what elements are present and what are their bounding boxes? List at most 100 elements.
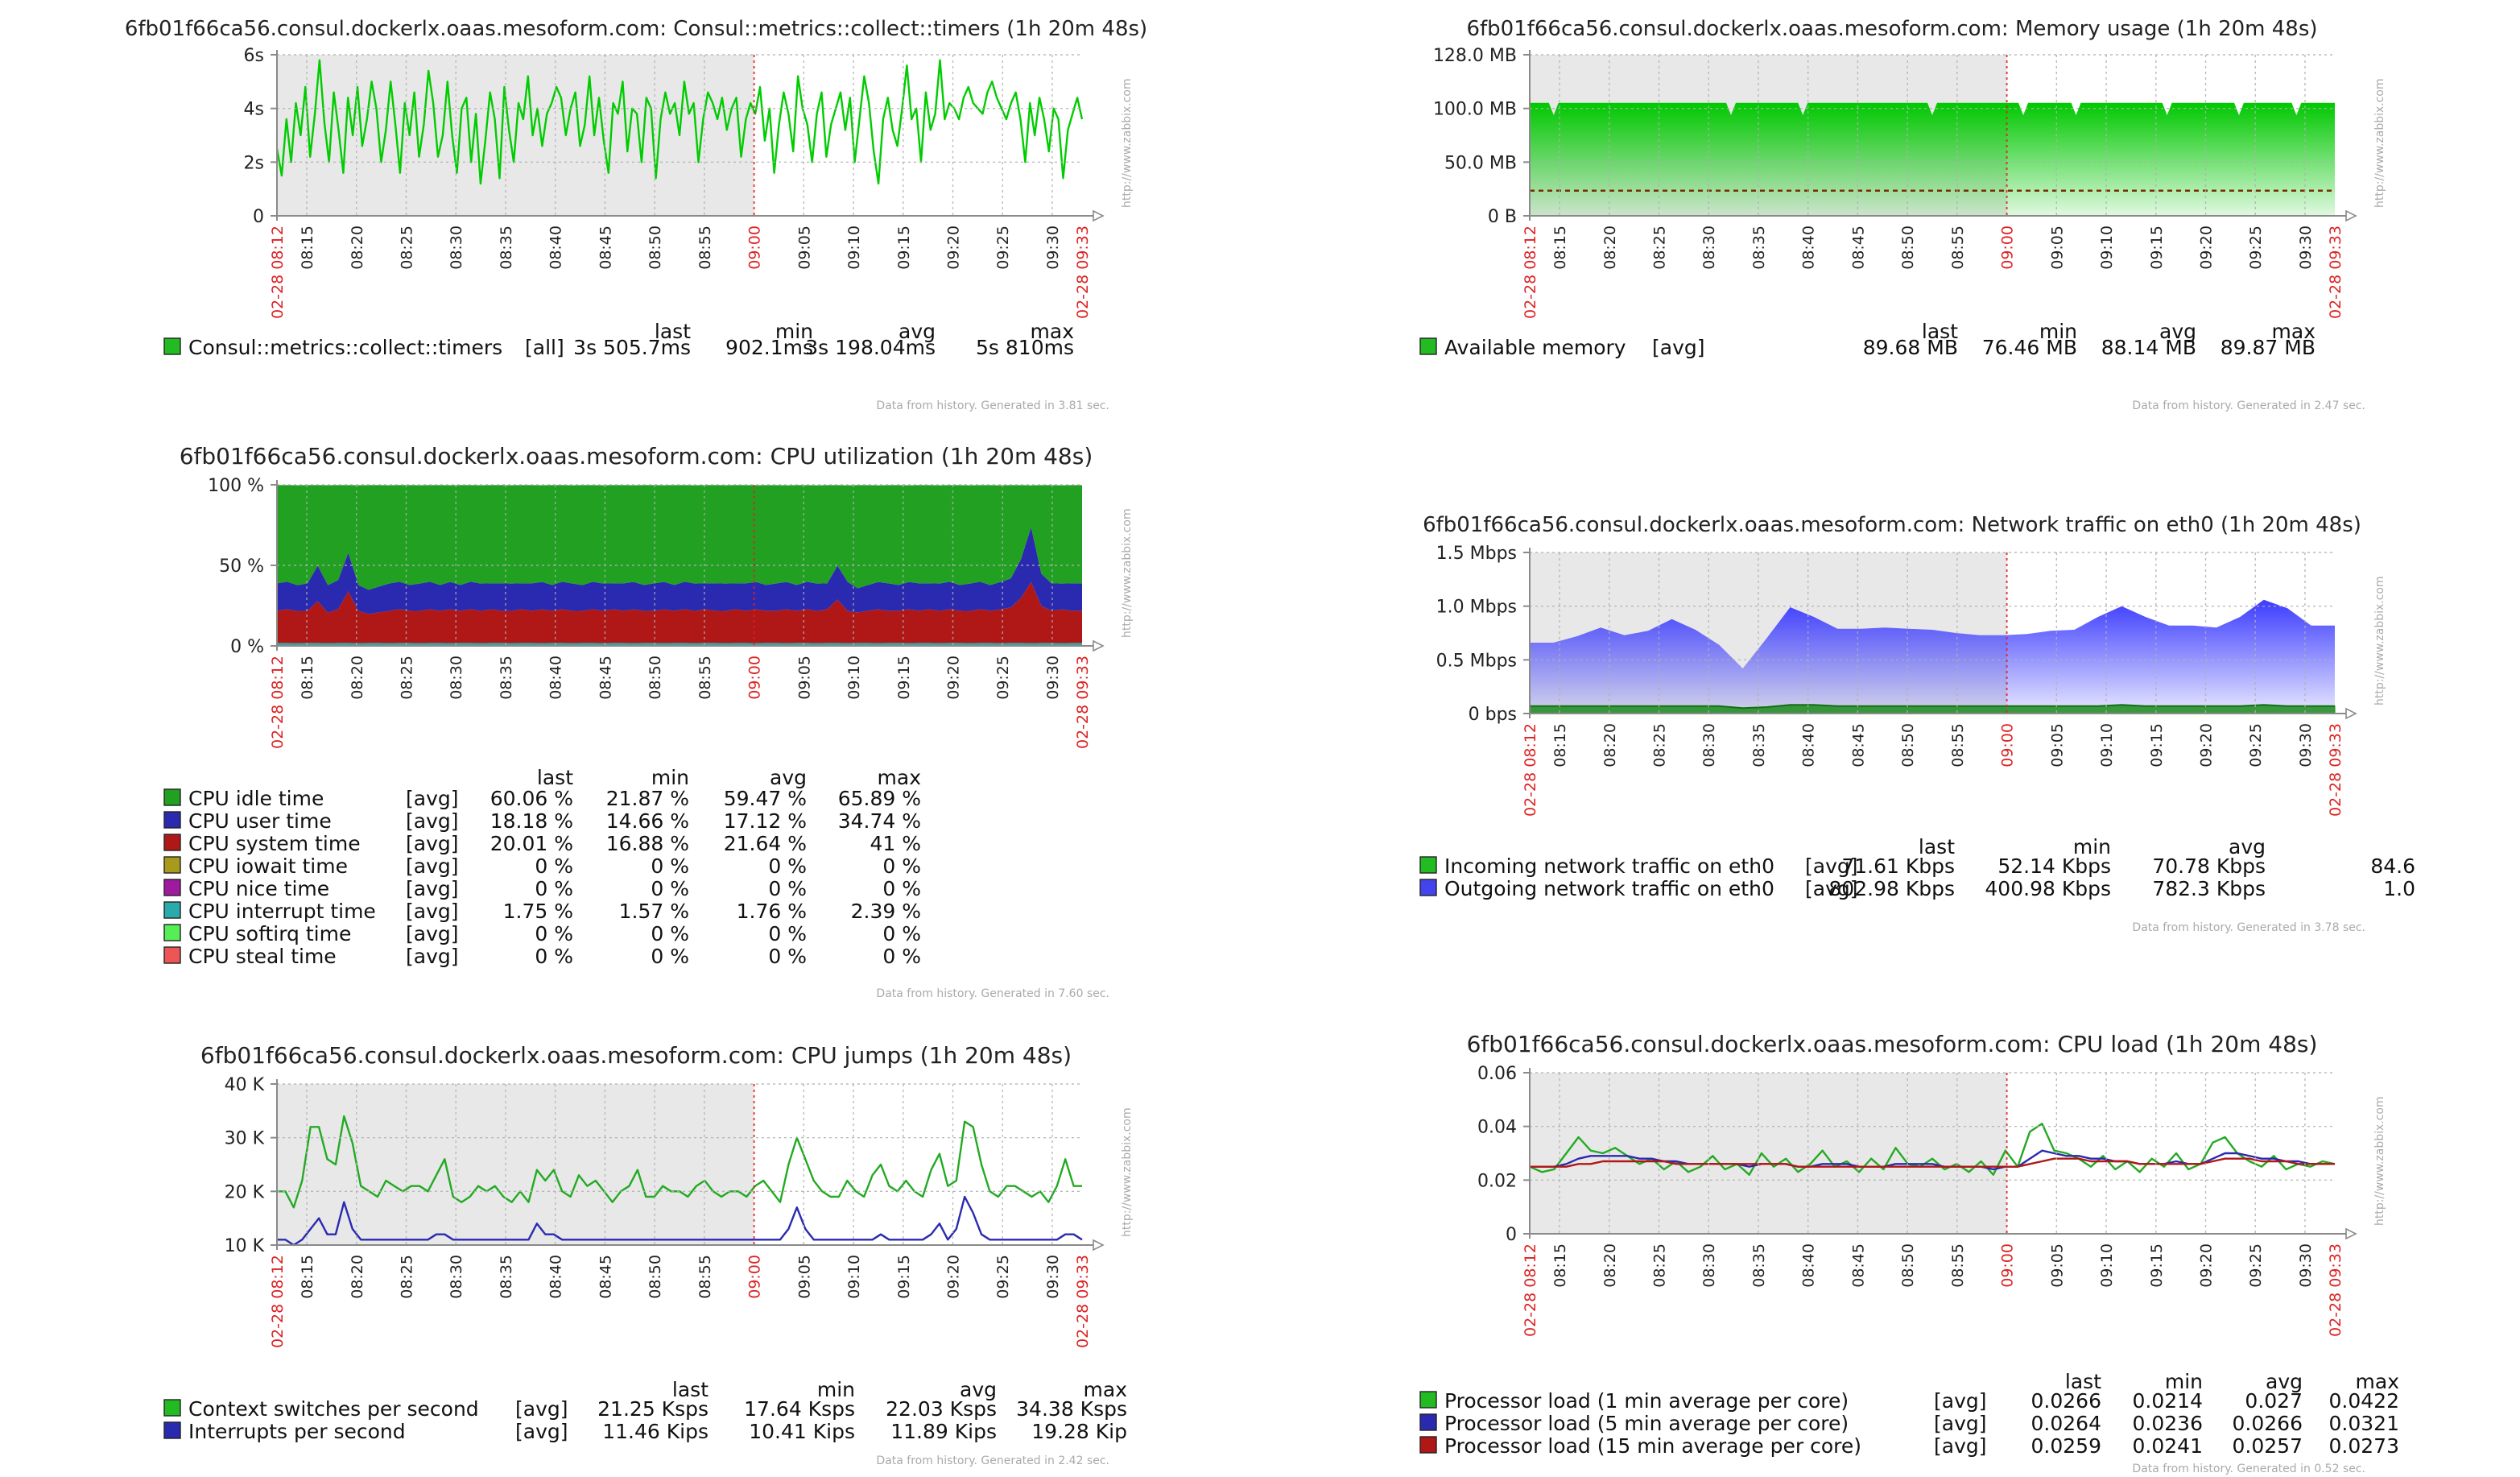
legend-value: 0.0241	[2133, 1434, 2203, 1458]
x-tick-label: 08:30	[1700, 723, 1718, 767]
x-tick-label: 08:25	[1650, 1243, 1668, 1288]
legend-value: 782.3 Kbps	[2152, 877, 2266, 900]
x-tick-label-end: 02-28 09:33	[1074, 1255, 1092, 1348]
chart-title: 6fb01f66ca56.consul.dockerlx.oaas.mesofo…	[1467, 1031, 2318, 1057]
legend-value: 0.0422	[2329, 1389, 2399, 1413]
legend-value: 0 %	[651, 922, 689, 945]
legend-header-avg: avg	[770, 766, 807, 789]
x-tick-label: 08:30	[1700, 225, 1718, 270]
series-line-processor-load-15-min-average-per-core-	[1530, 1157, 2335, 1168]
x-axis-arrow	[1093, 639, 1105, 652]
x-tick-label: 08:35	[498, 1255, 515, 1299]
legend-value: 17.12 %	[724, 809, 807, 833]
legend-header-avg: avg	[2229, 835, 2266, 858]
y-tick-label: 0.06	[1477, 1064, 1517, 1084]
x-tick-label: 08:30	[1700, 1243, 1718, 1288]
y-tick-label: 0	[1506, 1225, 1517, 1245]
x-tick-label-end: 02-28 09:33	[2327, 225, 2344, 319]
legend-header-max: max	[1084, 1378, 1127, 1401]
x-tick-label: 08:15	[299, 1255, 316, 1299]
legend-value: 16.88 %	[606, 832, 689, 855]
legend-value: 0 %	[882, 922, 921, 945]
x-tick-label: 09:10	[2098, 1243, 2116, 1288]
legend-label: Interrupts per second	[188, 1420, 406, 1443]
x-tick-label: 09:05	[795, 225, 813, 270]
legend-header-last: last	[655, 320, 691, 343]
legend-value: 2.39 %	[851, 900, 921, 923]
legend-value: 0 %	[882, 854, 921, 878]
legend-label: CPU steal time	[188, 945, 337, 968]
legend-label: CPU interrupt time	[188, 900, 376, 923]
legend-value: 52.14 Kbps	[1997, 854, 2111, 878]
legend-label: CPU system time	[188, 832, 361, 855]
x-tick-label: 08:40	[1800, 225, 1818, 270]
x-tick-label: 09:05	[2048, 723, 2066, 767]
x-tick-label: 08:35	[1750, 1243, 1768, 1288]
series-area-available-memory	[1530, 102, 2335, 216]
x-tick-label: 09:30	[1044, 1255, 1062, 1299]
x-tick-label: 08:45	[1849, 723, 1867, 767]
legend-value: 34.38 Ksps	[1016, 1397, 1127, 1421]
legend-swatch	[1419, 879, 1437, 896]
x-tick-label: 08:15	[299, 225, 316, 270]
legend-label: CPU idle time	[188, 787, 324, 810]
legend-value: 11.89 Kips	[890, 1420, 997, 1443]
legend-value: 400.98 Kbps	[1985, 877, 2111, 900]
y-tick-label: 6s	[244, 46, 264, 66]
legend-value: 18.18 %	[490, 809, 573, 833]
y-tick-label: 0.04	[1477, 1118, 1517, 1138]
y-tick-label: 50 %	[219, 556, 264, 577]
legend-header-last: last	[672, 1378, 708, 1401]
legend-label: CPU nice time	[188, 877, 329, 900]
legend-value: 0 %	[768, 854, 807, 878]
legend-value: 0 %	[535, 854, 573, 878]
x-tick-label: 08:40	[547, 225, 565, 270]
x-tick-label-end: 02-28 09:33	[2327, 723, 2344, 817]
x-tick-label: 09:10	[2098, 225, 2116, 270]
legend-value: 0.0259	[2031, 1434, 2101, 1458]
y-tick-label: 128.0 MB	[1433, 46, 1517, 66]
legend-value: 21.87 %	[606, 787, 689, 810]
legend-label: Processor load (5 min average per core)	[1444, 1412, 1849, 1435]
legend-value: 0 %	[768, 945, 807, 968]
x-tick-label: 09:05	[795, 1255, 813, 1299]
legend-header-max: max	[2356, 1370, 2399, 1393]
legend-value: 0 %	[768, 922, 807, 945]
x-tick-label: 08:45	[1849, 1243, 1867, 1288]
x-tick-label: 08:25	[1650, 225, 1668, 270]
legend-label: Incoming network traffic on eth0	[1444, 854, 1774, 878]
x-tick-label: 08:55	[1949, 225, 1967, 270]
legend-function: [avg]	[1934, 1434, 1987, 1458]
legend-function: [avg]	[515, 1397, 568, 1421]
legend-value: 0 %	[535, 877, 573, 900]
x-axis-arrow	[2345, 707, 2357, 720]
x-tick-label: 08:55	[1949, 1243, 1967, 1288]
source-url-label: http://www.zabbix.com	[1121, 508, 1134, 638]
legend-header-min: min	[651, 766, 689, 789]
x-tick-label: 09:00	[746, 225, 764, 270]
legend-value: 0.0266	[2031, 1389, 2101, 1413]
chart-title: 6fb01f66ca56.consul.dockerlx.oaas.mesofo…	[1466, 17, 2317, 41]
x-tick-label: 09:30	[2297, 723, 2315, 767]
legend-value: 0 %	[768, 877, 807, 900]
legend-swatch	[1419, 856, 1437, 874]
legend-value: 19.28 Kip	[1031, 1420, 1127, 1443]
legend-value: 3s 198.04ms	[805, 336, 936, 359]
x-tick-label: 09:15	[895, 1255, 913, 1299]
legend-function: [avg]	[1805, 877, 1858, 900]
x-tick-label: 08:15	[299, 656, 316, 700]
legend-header-last: last	[537, 766, 573, 789]
legend-value: 0.0264	[2031, 1412, 2101, 1435]
legend-value: 14.66 %	[606, 809, 689, 833]
x-tick-label: 08:50	[647, 1255, 664, 1299]
legend-function: [avg]	[406, 854, 459, 878]
legend-label: Processor load (1 min average per core)	[1444, 1389, 1849, 1413]
legend-header-max: max	[2272, 320, 2316, 343]
chart-timers-svg: 6fb01f66ca56.consul.dockerlx.oaas.mesofo…	[125, 17, 1147, 412]
x-tick-label: 09:20	[2198, 723, 2216, 767]
legend-value: 1.75 %	[503, 900, 573, 923]
x-tick-label: 09:10	[845, 1255, 863, 1299]
x-tick-label: 09:30	[1044, 656, 1062, 700]
x-tick-label: 08:45	[597, 225, 614, 270]
legend-value: 84.6	[2370, 854, 2415, 878]
